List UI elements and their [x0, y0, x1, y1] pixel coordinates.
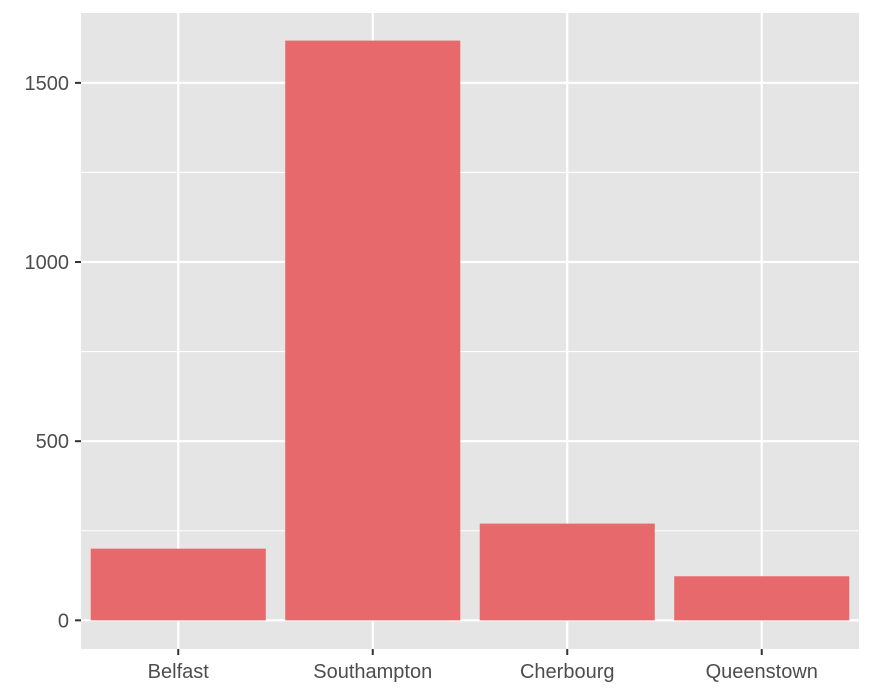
y-tick-label: 0: [58, 610, 69, 632]
y-tick-label: 500: [36, 431, 69, 453]
axes: 0 500 1000 1500 Belfast Southampton Cherbourg Q…: [25, 73, 818, 683]
plot-panel: [81, 13, 859, 649]
bar-cherbourg: [479, 523, 655, 621]
bar-southampton: [285, 40, 461, 621]
x-tick-label: Belfast: [148, 661, 210, 683]
x-tick-label: Cherbourg: [520, 661, 615, 683]
x-tick-label: Queenstown: [706, 661, 818, 683]
bar-belfast: [90, 548, 266, 621]
x-tick-label: Southampton: [313, 661, 432, 683]
y-tick-label: 1000: [25, 252, 70, 274]
bar-queenstown: [674, 576, 850, 621]
bars: [90, 40, 850, 621]
y-tick-label: 1500: [25, 73, 70, 95]
